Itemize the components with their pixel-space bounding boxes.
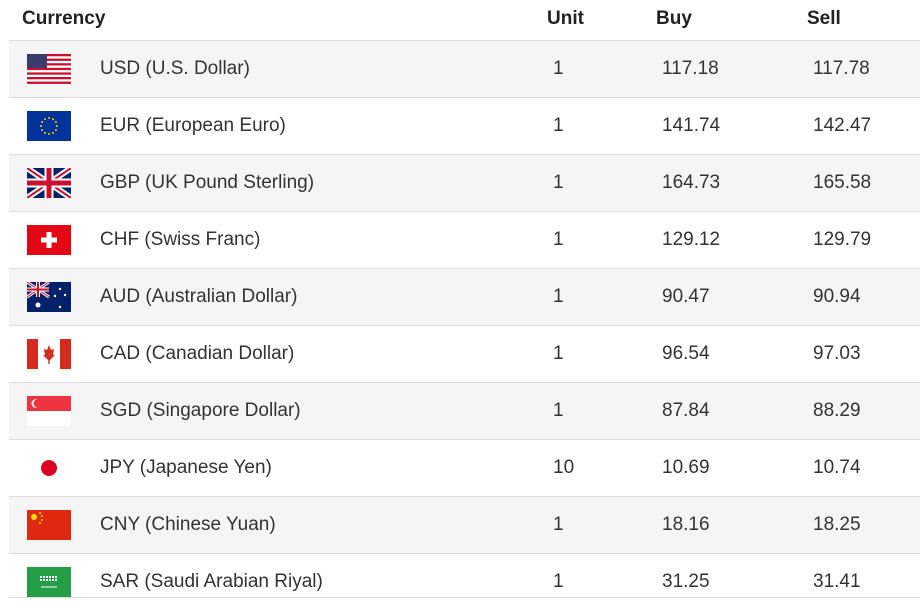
currency-name: CNY (Chinese Yuan) <box>100 514 276 535</box>
unit-value: 1 <box>553 115 564 136</box>
table-row: CHF (Swiss Franc) 1 129.12 129.79 <box>9 211 920 268</box>
table-bottom-border <box>9 597 920 598</box>
sell-rate: 88.29 <box>813 400 861 421</box>
unit-value: 1 <box>553 286 564 307</box>
sell-rate: 10.74 <box>813 457 861 478</box>
currency-name: JPY (Japanese Yen) <box>100 457 272 478</box>
buy-rate: 164.73 <box>662 172 721 193</box>
currency-name: CHF (Swiss Franc) <box>100 229 261 250</box>
unit-value: 10 <box>553 457 575 478</box>
table-row: GBP (UK Pound Sterling) 1 164.73 165.58 <box>9 154 920 211</box>
sell-rate: 142.47 <box>813 115 872 136</box>
uk-flag-icon <box>25 165 73 201</box>
buy-rate: 18.16 <box>662 514 710 535</box>
sell-rate: 18.25 <box>813 514 861 535</box>
currency-name: GBP (UK Pound Sterling) <box>100 172 315 193</box>
eu-flag-icon <box>27 111 71 141</box>
australia-flag-icon <box>26 280 71 312</box>
sell-rate: 31.41 <box>813 571 861 592</box>
unit-value: 1 <box>553 229 564 250</box>
header-buy: Buy <box>656 8 692 29</box>
sell-rate: 97.03 <box>813 343 861 364</box>
swiss-flag-icon <box>27 225 71 255</box>
table-row: SGD (Singapore Dollar) 1 87.84 88.29 <box>9 382 920 439</box>
currency-name: AUD (Australian Dollar) <box>100 286 298 307</box>
buy-rate: 117.18 <box>662 58 719 79</box>
japan-flag-icon <box>27 453 71 483</box>
currency-name: USD (U.S. Dollar) <box>100 58 250 79</box>
buy-rate: 129.12 <box>662 229 721 250</box>
table-row: CNY (Chinese Yuan) 1 18.16 18.25 <box>9 496 920 553</box>
currency-name: EUR (European Euro) <box>100 115 286 136</box>
sell-rate: 90.94 <box>813 286 861 307</box>
buy-rate: 141.74 <box>662 115 721 136</box>
table-row: CAD (Canadian Dollar) 1 96.54 97.03 <box>9 325 920 382</box>
table-row: AUD (Australian Dollar) 1 90.47 90.94 <box>9 268 920 325</box>
table-row: EUR (European Euro) 1 141.74 142.47 <box>9 97 920 154</box>
us-flag-icon <box>27 54 71 84</box>
buy-rate: 87.84 <box>662 400 710 421</box>
canada-flag-icon <box>27 339 71 369</box>
table-row: JPY (Japanese Yen) 10 10.69 10.74 <box>9 439 920 496</box>
currency-name: CAD (Canadian Dollar) <box>100 343 295 364</box>
china-flag-icon <box>27 510 71 540</box>
sell-rate: 117.78 <box>813 58 870 79</box>
unit-value: 1 <box>553 58 564 79</box>
buy-rate: 10.69 <box>662 457 710 478</box>
currency-name: SGD (Singapore Dollar) <box>100 400 301 421</box>
table-header: Currency Unit Buy Sell <box>0 0 920 40</box>
buy-rate: 90.47 <box>662 286 710 307</box>
unit-value: 1 <box>553 400 564 421</box>
unit-value: 1 <box>553 514 564 535</box>
buy-rate: 96.54 <box>662 343 710 364</box>
sell-rate: 165.58 <box>813 172 872 193</box>
sell-rate: 129.79 <box>813 229 872 250</box>
singapore-flag-icon <box>27 396 71 426</box>
table-row: USD (U.S. Dollar) 1 117.18 117.78 <box>9 40 920 97</box>
currency-name: SAR (Saudi Arabian Riyal) <box>100 571 323 592</box>
buy-rate: 31.25 <box>662 571 710 592</box>
header-sell: Sell <box>807 8 841 29</box>
table-row: SAR (Saudi Arabian Riyal) 1 31.25 31.41 <box>9 553 920 610</box>
saudi-flag-icon <box>27 567 71 597</box>
unit-value: 1 <box>553 343 564 364</box>
unit-value: 1 <box>553 571 564 592</box>
header-unit: Unit <box>547 8 584 29</box>
header-currency: Currency <box>22 8 106 29</box>
unit-value: 1 <box>553 172 564 193</box>
